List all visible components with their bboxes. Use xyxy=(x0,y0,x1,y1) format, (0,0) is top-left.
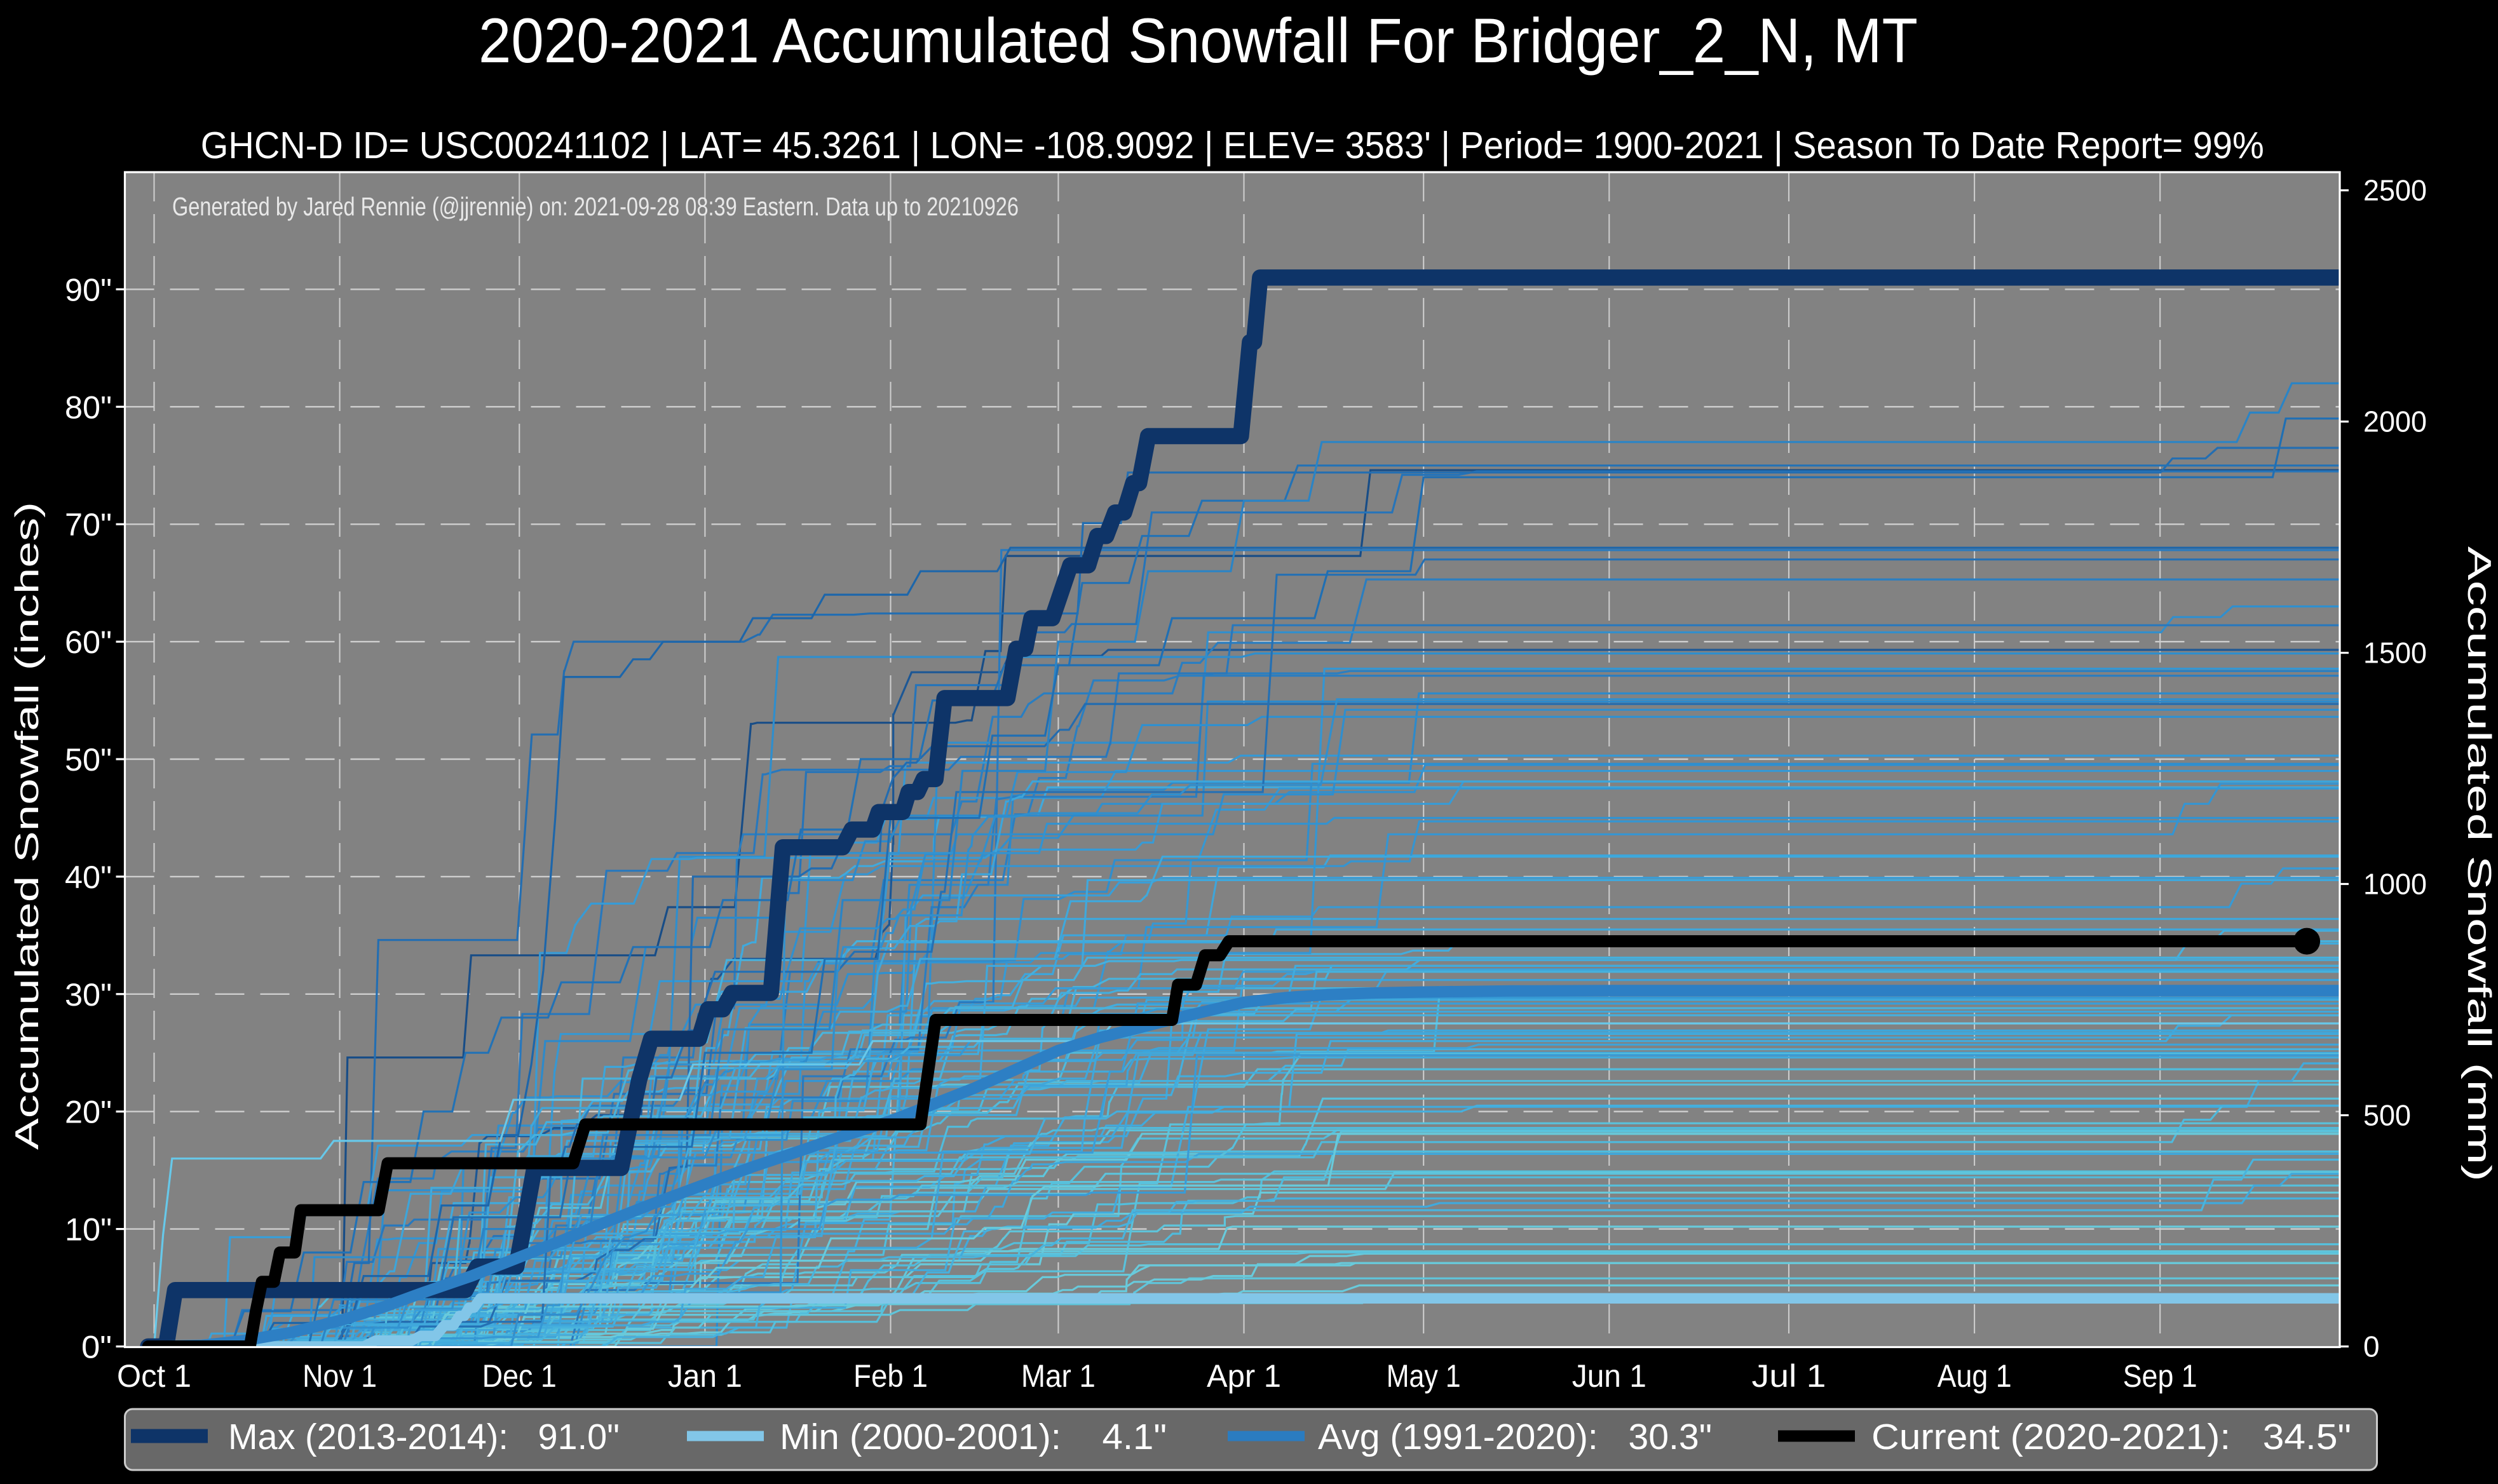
svg-text:Jul 1: Jul 1 xyxy=(1752,1358,1826,1394)
svg-text:50": 50" xyxy=(65,742,112,778)
svg-text:Max (2013-2014): 91.0": Max (2013-2014): 91.0" xyxy=(228,1417,620,1457)
svg-text:40": 40" xyxy=(65,860,112,895)
svg-text:Accumulated Snowfall (mm): Accumulated Snowfall (mm) xyxy=(2461,546,2497,1182)
svg-text:Dec 1: Dec 1 xyxy=(482,1358,557,1394)
svg-text:10": 10" xyxy=(65,1212,112,1248)
svg-text:GHCN-D ID= USC00241102 | LAT=: GHCN-D ID= USC00241102 | LAT= 45.3261 | … xyxy=(201,125,2264,166)
svg-text:Min (2000-2001): 4.1": Min (2000-2001): 4.1" xyxy=(780,1417,1167,1457)
svg-text:Generated by Jared Rennie (@jj: Generated by Jared Rennie (@jjrennie) on… xyxy=(172,192,1019,221)
svg-text:Feb 1: Feb 1 xyxy=(853,1358,928,1394)
svg-text:70": 70" xyxy=(65,507,112,543)
svg-text:Jan 1: Jan 1 xyxy=(668,1358,742,1394)
svg-text:Avg (1991-2020): 30.3": Avg (1991-2020): 30.3" xyxy=(1318,1417,1712,1457)
svg-text:90": 90" xyxy=(65,272,112,307)
svg-text:Mar 1: Mar 1 xyxy=(1021,1358,1096,1394)
svg-text:Apr 1: Apr 1 xyxy=(1207,1358,1281,1394)
svg-text:60": 60" xyxy=(65,624,112,660)
svg-text:500: 500 xyxy=(2363,1099,2411,1132)
svg-text:2020-2021 Accumulated Snowfall: 2020-2021 Accumulated Snowfall For Bridg… xyxy=(479,5,1918,76)
svg-text:1500: 1500 xyxy=(2363,637,2427,670)
svg-text:30": 30" xyxy=(65,977,112,1013)
svg-text:Aug 1: Aug 1 xyxy=(1938,1358,2012,1394)
svg-text:May 1: May 1 xyxy=(1387,1358,1461,1394)
svg-text:Current (2020-2021): 34.5": Current (2020-2021): 34.5" xyxy=(1871,1417,2351,1457)
svg-text:Accumulated Snowfall (inches): Accumulated Snowfall (inches) xyxy=(9,502,46,1150)
svg-text:2000: 2000 xyxy=(2363,405,2427,438)
svg-text:80": 80" xyxy=(65,389,112,425)
svg-text:Jun 1: Jun 1 xyxy=(1572,1358,1646,1394)
svg-text:2500: 2500 xyxy=(2363,174,2427,207)
svg-text:1000: 1000 xyxy=(2363,868,2427,901)
svg-text:0": 0" xyxy=(81,1330,112,1365)
svg-text:Oct 1: Oct 1 xyxy=(117,1358,191,1394)
svg-text:Nov 1: Nov 1 xyxy=(302,1358,377,1394)
svg-text:20": 20" xyxy=(65,1095,112,1130)
svg-text:Sep 1: Sep 1 xyxy=(2123,1358,2197,1394)
svg-text:0: 0 xyxy=(2363,1330,2380,1363)
